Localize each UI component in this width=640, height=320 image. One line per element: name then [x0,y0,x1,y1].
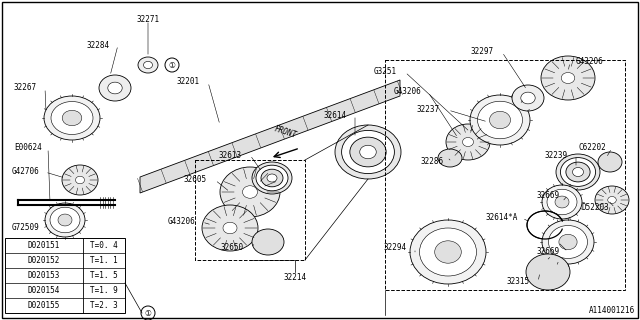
Circle shape [165,58,179,72]
Ellipse shape [598,152,622,172]
Ellipse shape [556,154,600,190]
Bar [385,60,625,290]
Text: T=1. 5: T=1. 5 [90,271,118,280]
Ellipse shape [521,92,535,104]
Text: 32284: 32284 [86,41,109,50]
Text: 32201: 32201 [177,77,200,86]
Ellipse shape [446,124,490,160]
Ellipse shape [220,167,280,217]
Text: D020152: D020152 [28,256,60,265]
Ellipse shape [261,169,283,187]
Ellipse shape [256,165,288,191]
Text: 32214: 32214 [284,274,307,283]
Ellipse shape [58,214,72,226]
Ellipse shape [202,205,258,251]
Ellipse shape [573,167,584,177]
Ellipse shape [62,110,82,126]
Ellipse shape [410,220,486,284]
Polygon shape [140,80,400,193]
Ellipse shape [62,165,98,195]
Text: 32271: 32271 [136,15,159,25]
Ellipse shape [223,222,237,234]
Ellipse shape [419,228,477,276]
Ellipse shape [108,82,122,94]
Text: FRONT: FRONT [273,124,298,140]
Ellipse shape [555,196,569,208]
Text: G43206: G43206 [394,87,422,97]
Ellipse shape [252,229,284,255]
Ellipse shape [243,186,257,198]
Text: T=1. 9: T=1. 9 [90,286,118,295]
Text: 32294: 32294 [383,244,406,252]
Text: T=2. 3: T=2. 3 [90,301,118,310]
Ellipse shape [548,226,588,259]
Text: C62202: C62202 [578,143,606,153]
Text: G43206: G43206 [168,218,196,227]
Ellipse shape [267,174,277,182]
Ellipse shape [99,75,131,101]
Bar [5,238,125,313]
Text: 32669: 32669 [536,247,559,257]
Ellipse shape [435,241,461,263]
Ellipse shape [438,149,462,167]
Ellipse shape [335,125,401,179]
Ellipse shape [595,186,629,214]
Ellipse shape [350,137,386,167]
Ellipse shape [50,207,80,233]
Ellipse shape [547,189,577,215]
Text: 32267: 32267 [13,84,36,92]
Ellipse shape [566,162,590,182]
Ellipse shape [542,185,582,219]
Text: 32614*A: 32614*A [486,213,518,222]
Ellipse shape [76,176,84,184]
Text: D020155: D020155 [28,301,60,310]
Text: 32614: 32614 [323,110,347,119]
Ellipse shape [470,95,530,145]
Ellipse shape [541,56,595,100]
Text: D020151: D020151 [28,241,60,250]
Ellipse shape [143,61,152,68]
Text: D020154: D020154 [28,286,60,295]
Ellipse shape [559,234,577,250]
Text: 32239: 32239 [545,150,568,159]
Text: A114001216: A114001216 [589,306,635,315]
Text: G43206: G43206 [576,58,604,67]
Ellipse shape [342,131,394,173]
Ellipse shape [252,162,292,194]
Ellipse shape [138,57,158,73]
Text: 32650: 32650 [220,244,244,252]
Text: 32669: 32669 [536,190,559,199]
Text: ①: ① [145,308,152,317]
Text: E00624: E00624 [14,143,42,153]
Ellipse shape [561,73,575,84]
Ellipse shape [360,145,376,159]
Text: D52203: D52203 [581,204,609,212]
Ellipse shape [512,85,544,111]
Ellipse shape [477,101,522,139]
Ellipse shape [463,138,474,147]
Text: 32297: 32297 [470,47,493,57]
Text: D020153: D020153 [28,271,60,280]
Bar [195,160,305,260]
Ellipse shape [542,220,594,264]
Ellipse shape [44,96,100,140]
Text: ①: ① [168,60,175,69]
Ellipse shape [51,101,93,134]
Ellipse shape [608,196,616,204]
Circle shape [141,306,155,320]
Text: G3251: G3251 [373,68,397,76]
Ellipse shape [45,203,85,237]
Text: T=0. 4: T=0. 4 [90,241,118,250]
Text: 32605: 32605 [184,175,207,185]
Ellipse shape [526,254,570,290]
Text: 32315: 32315 [506,277,529,286]
Text: T=1. 1: T=1. 1 [90,256,118,265]
Ellipse shape [490,111,511,129]
Text: 32613: 32613 [218,150,241,159]
Text: 32286: 32286 [420,157,444,166]
Ellipse shape [561,157,596,186]
Text: G42706: G42706 [11,167,39,177]
Text: 32237: 32237 [417,106,440,115]
Text: G72509: G72509 [11,223,39,233]
